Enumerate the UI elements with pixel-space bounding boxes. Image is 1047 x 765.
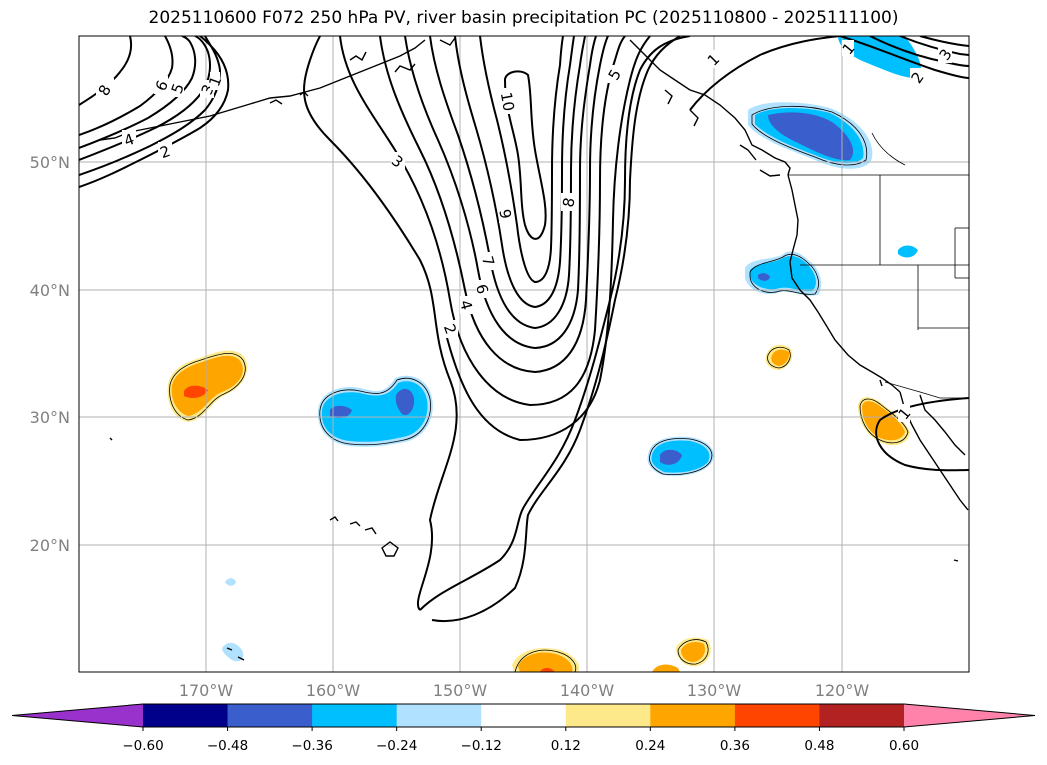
lon-label: 160°W [306,681,361,700]
coastlines [99,37,969,661]
lat-label: 40°N [30,281,70,300]
lat-label: 20°N [30,536,70,555]
contour-label: 9 [495,208,514,221]
positive-anomaly-coast-core [771,349,790,366]
contour-label: 7 [478,254,498,268]
contour-label: 6 [472,282,492,296]
anomaly-outlines [169,105,909,672]
colorbar-tick-label: −0.48 [207,738,248,754]
plot-frame [78,35,970,673]
colorbar-cell [819,704,905,727]
colorbar-tick-label: 0.48 [804,738,834,754]
negative-anomaly-bc-strong [768,112,854,161]
colorbar-extend-low [12,704,143,727]
colorbar-cell [312,704,398,727]
negative-anomaly-spot-a [225,578,236,586]
positive-anomaly-south-b-core [681,642,705,662]
colorbar-tick-label: −0.12 [461,738,502,754]
negative-anomaly-california-dot [758,273,770,281]
colorbar-tick-label: 0.36 [720,738,750,754]
colorbar-cell [481,704,567,727]
contour-label: 8 [559,196,578,209]
lat-label: 30°N [30,408,70,427]
colorbar-cell [143,704,229,727]
negative-anomaly-inland [898,245,918,258]
colorbar-cell [650,704,736,727]
colorbar-extend-high [904,704,1035,727]
pv-contours [79,36,969,622]
map-title: 2025110600 F072 250 hPa PV, river basin … [148,8,899,28]
colorbar-cell [396,704,482,727]
colorbar: −0.60 −0.48 −0.36 −0.24 −0.12 0.12 0.24 0.36 0.4… [11,703,1036,754]
precip-anomaly-shading [167,36,922,672]
lon-label: 120°W [815,681,870,700]
colorbar-cell [227,704,313,727]
negative-anomaly-california-core [750,255,816,292]
colorbar-tick-label: 0.12 [551,738,581,754]
colorbar-tick-label: −0.60 [122,738,163,754]
negative-anomaly-central-pacific-strong-b [395,388,415,416]
negative-anomaly-subtropical-strong [660,449,682,465]
lon-label: 170°W [179,681,234,700]
positive-anomaly-baja-core [862,401,905,441]
positive-anomaly-west-strong [184,385,208,398]
lon-label: 150°W [433,681,488,700]
colorbar-tick-label: 0.60 [889,738,919,754]
positive-anomaly-south-a-strong [540,667,555,672]
lon-label: 130°W [687,681,742,700]
positive-anomaly-west-core [171,355,243,416]
colorbar-tick-label: −0.36 [291,738,332,754]
colorbar-tick-label: 0.24 [635,738,665,754]
contour-label: 4 [456,298,476,312]
colorbar-tick-label: −0.24 [376,738,417,754]
positive-anomaly-south-a-core [518,652,573,672]
lat-labels: 50°N 40°N 30°N 20°N [30,153,70,555]
colorbar-cell [565,704,651,727]
negative-anomaly-north [838,36,922,79]
colorbar-cell [734,704,820,727]
negative-anomaly-central-pacific-strong-a [330,405,352,418]
borders [788,132,969,399]
positive-anomaly-south-c [652,664,680,672]
lat-label: 50°N [30,153,70,172]
contour-label: 10 [497,91,518,113]
lon-labels: 170°W 160°W 150°W 140°W 130°W 120°W [179,681,870,700]
lon-label: 140°W [560,681,615,700]
graticule [79,36,969,672]
